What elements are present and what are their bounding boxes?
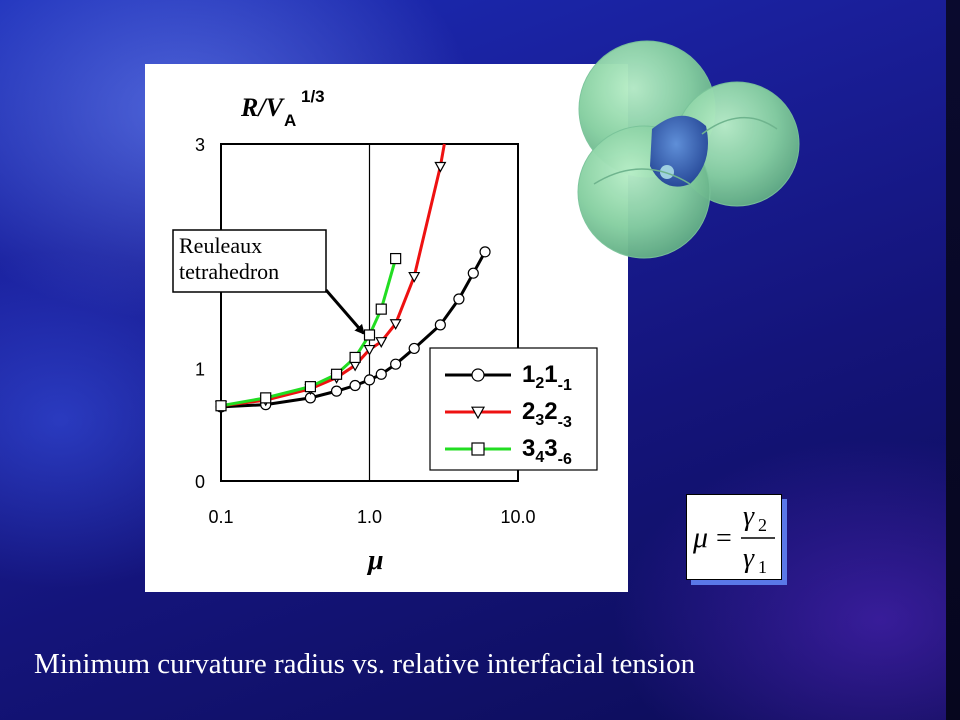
series-3-4-3-6-point (390, 252, 402, 265)
series-2-3-2-3-point (389, 319, 402, 330)
series-2-3-2-3-point (408, 271, 421, 283)
reuleaux-tetrahedron-bubble-cluster-icon (577, 40, 800, 259)
legend-label-3: 343-6 (522, 435, 572, 468)
series-2-3-2-3-point (375, 337, 388, 348)
chart-panel: R/V A 1/3 0 1 3 0.1 1.0 10.0 Reuleaux tetrah… (145, 64, 628, 592)
chart-svg: R/V A 1/3 0 1 3 0.1 1.0 10.0 Reuleaux tetrah… (172, 87, 598, 576)
series-3-4-3-6-point (304, 381, 317, 393)
x-axis-label: μ (366, 545, 384, 576)
series-1-2-1-1-point (390, 358, 402, 370)
series-1-2-1-1-point (434, 319, 446, 331)
x-tick-label: 10.0 (500, 507, 535, 527)
series-3-4-3-6-point (349, 351, 361, 364)
series-3-4-3-6-point (375, 303, 387, 315)
series-1-2-1-1-point (349, 379, 361, 392)
series-3-4-3-6-point (330, 368, 343, 380)
formula-box: μ = γ 2 γ 1 (686, 494, 782, 580)
formula-equals: = (716, 523, 732, 554)
x-tick-label: 0.1 (208, 507, 233, 527)
y-tick-label: 0 (195, 472, 205, 492)
formula-mu: μ (692, 521, 708, 554)
legend-marker-3 (471, 442, 485, 456)
y-axis-label-sub: A (284, 111, 296, 130)
slide-edge-strip (946, 0, 960, 720)
formula-numerator-sub: 2 (758, 515, 767, 535)
annotation-line-2: tetrahedron (179, 259, 279, 284)
y-axis-label-sup: 1/3 (301, 87, 325, 106)
series-1-2-1-1-point (479, 246, 491, 258)
series-1-2-1-1-point (467, 267, 479, 279)
annotation-line-1: Reuleaux (179, 233, 262, 258)
series-2-3-2-3-line (221, 166, 442, 408)
annotation-arrow (324, 289, 365, 335)
series-1-2-1-1-point (453, 293, 465, 305)
series-1-2-1-1-point (330, 385, 343, 397)
series-2-3-2-3-point (434, 161, 447, 173)
y-tick-label: 3 (195, 135, 205, 155)
slide-caption: Minimum curvature radius vs. relative in… (34, 648, 696, 680)
series-3-4-3-6-point (215, 400, 227, 412)
legend-marker-2 (470, 406, 486, 420)
formula-denominator-gamma: γ (743, 543, 755, 574)
series-1-2-1-1-point (408, 342, 420, 355)
series-1-2-1-1-point (375, 368, 387, 380)
legend-label-1: 121-1 (522, 361, 572, 394)
x-tick-label: 1.0 (357, 507, 382, 527)
series-3-4-3-6-markers (215, 252, 402, 412)
formula-denominator-sub: 1 (758, 557, 767, 577)
formula-numerator-gamma: γ (743, 501, 755, 532)
series-2-3-2-3-point (363, 344, 376, 356)
legend-box (429, 347, 598, 471)
series-3-4-3-6-point (260, 392, 272, 404)
legend-marker-1 (471, 368, 485, 382)
annotation-box (172, 229, 327, 293)
formula-svg: μ = γ 2 γ 1 (692, 501, 775, 577)
y-axis-label: R/V (240, 93, 286, 122)
y-tick-label: 1 (195, 360, 205, 380)
series-1-2-1-1-markers (215, 246, 491, 413)
series-3-4-3-6-point (363, 329, 376, 341)
series-1-2-1-1-point (363, 374, 376, 386)
legend-label-2: 232-3 (522, 398, 572, 431)
